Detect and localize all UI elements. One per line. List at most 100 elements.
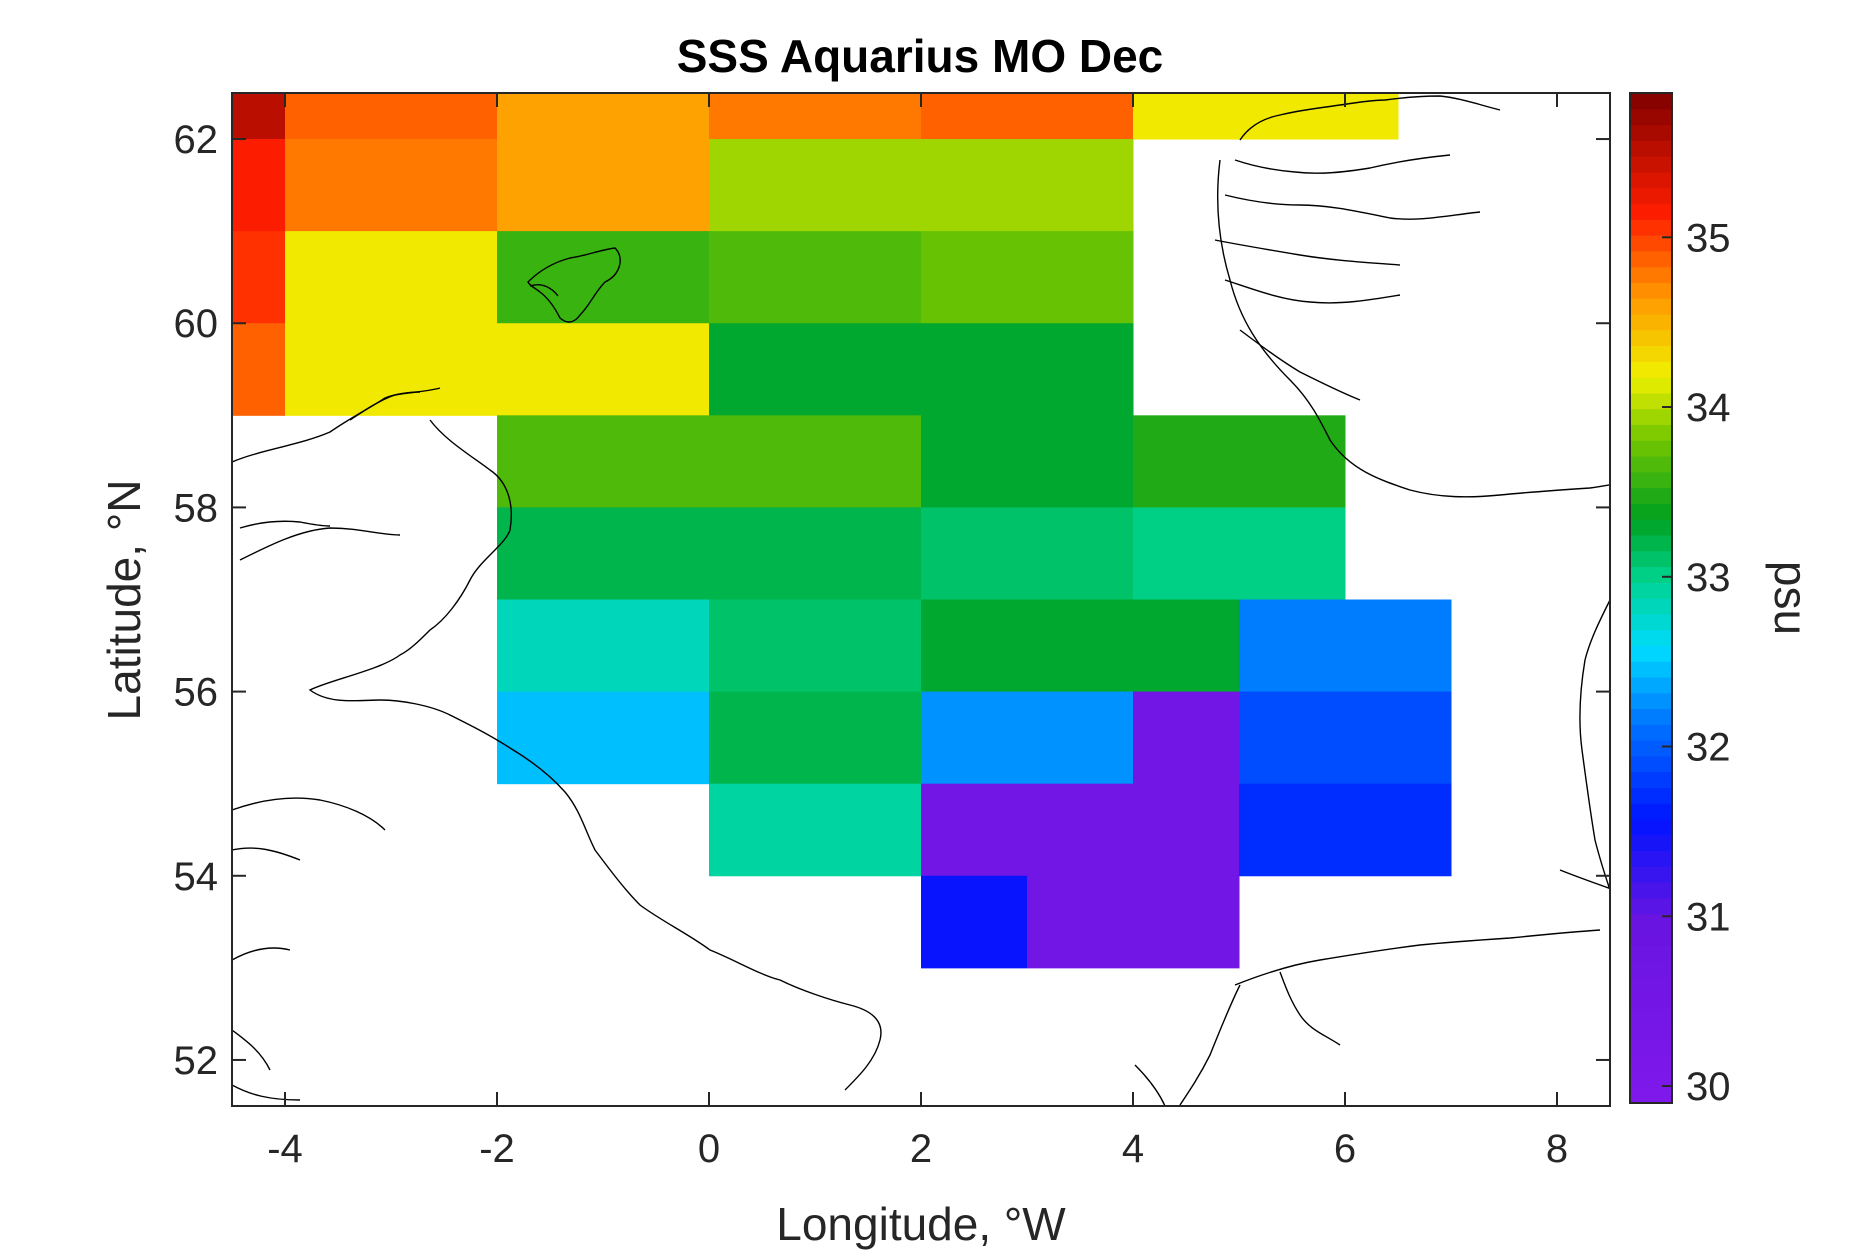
colorbar-ticks: 30 31 32 33 34 35 (1662, 216, 1731, 1109)
colorbar-level (1630, 203, 1672, 220)
colorbar-level (1630, 960, 1672, 978)
colorbar-level (1630, 250, 1672, 268)
y-tick-label: 52 (174, 1039, 219, 1083)
colorbar-level (1630, 313, 1672, 331)
colorbar-level (1630, 913, 1672, 931)
colorbar-level (1630, 329, 1672, 347)
chart-title: SSS Aquarius MO Dec (677, 30, 1164, 82)
y-axis-label: Latitude, °N (98, 480, 150, 721)
colorbar-level (1630, 818, 1672, 836)
colorbar-level (1630, 645, 1672, 662)
heatmap-cell (497, 599, 710, 693)
heatmap-cell (497, 507, 922, 600)
colorbar-level (1630, 1055, 1672, 1073)
colorbar-level (1630, 945, 1672, 962)
colorbar-levels (1630, 93, 1672, 1104)
colorbar-level (1630, 1071, 1672, 1088)
heatmap-cell (921, 783, 1240, 877)
heatmap-cell (232, 139, 286, 232)
colorbar-level (1630, 850, 1672, 867)
colorbar-level (1630, 661, 1672, 678)
colorbar-level (1630, 724, 1672, 741)
heatmap-cell (921, 93, 1134, 140)
colorbar-level (1630, 613, 1672, 631)
colorbar-level (1630, 550, 1672, 568)
heatmap-cell (709, 93, 922, 140)
colorbar-level (1630, 992, 1672, 1009)
colorbar-level (1630, 1024, 1672, 1041)
colorbar-level (1630, 929, 1672, 946)
x-axis-label: Longitude, °W (776, 1198, 1066, 1250)
heatmap-cell (709, 139, 1134, 232)
heatmap-cell (497, 93, 710, 140)
heatmap-cell (497, 231, 710, 324)
colorbar-level (1630, 124, 1672, 141)
colorbar-level (1630, 487, 1672, 504)
colorbar-level (1630, 866, 1672, 883)
colorbar-box (1629, 92, 1673, 1104)
colorbar-level (1630, 519, 1672, 536)
heatmap-cell (285, 93, 498, 140)
colorbar-level (1630, 392, 1672, 410)
y-axis: 52 54 56 58 60 62 (174, 118, 1610, 1083)
y-tick-label: 60 (174, 302, 219, 346)
colorbar-level (1630, 692, 1672, 710)
colorbar: 30 31 32 33 34 35 psu (1629, 92, 1817, 1109)
heatmap-cell (232, 93, 286, 140)
heatmap-cell (497, 415, 922, 508)
heatmap-cell (1133, 93, 1399, 140)
x-tick-label: -4 (267, 1127, 303, 1171)
x-tick-label: 4 (1122, 1127, 1144, 1171)
colorbar-level (1630, 1039, 1672, 1057)
y-tick-label: 56 (174, 671, 219, 715)
coastline-outlines (232, 95, 1610, 1106)
colorbar-level (1630, 803, 1672, 820)
heatmap-cell (921, 691, 1134, 785)
colorbar-level (1630, 440, 1672, 457)
heatmap-cell (709, 783, 922, 877)
x-axis: -4 -2 0 2 4 6 8 (267, 93, 1568, 1171)
heatmap-cell (709, 691, 922, 785)
colorbar-level (1630, 771, 1672, 788)
colorbar-level (1630, 408, 1672, 426)
colorbar-level (1630, 298, 1672, 315)
x-tick-label: 0 (698, 1127, 720, 1171)
heatmap-cell (232, 231, 286, 324)
colorbar-level (1630, 266, 1672, 283)
colorbar-level (1630, 93, 1672, 110)
colorbar-level (1630, 219, 1672, 236)
colorbar-level (1630, 424, 1672, 441)
colorbar-level (1630, 361, 1672, 378)
y-tick-label: 62 (174, 118, 219, 162)
x-tick-label: 8 (1546, 1127, 1568, 1171)
colorbar-level (1630, 740, 1672, 757)
colorbar-level (1630, 1087, 1672, 1104)
heatmap-cell (285, 231, 498, 324)
colorbar-level (1630, 345, 1672, 362)
heatmap-cell (285, 323, 710, 416)
x-tick-label: -2 (479, 1127, 515, 1171)
heatmap-cells (232, 93, 1452, 969)
heatmap-cell (1133, 691, 1240, 785)
heatmap-cell (1133, 415, 1346, 508)
heatmap-cell (1239, 783, 1452, 877)
colorbar-tick-label: 33 (1686, 556, 1731, 600)
colorbar-tick-label: 32 (1686, 726, 1731, 770)
colorbar-label: psu (1765, 561, 1817, 635)
heatmap-cell (709, 599, 922, 693)
colorbar-level (1630, 171, 1672, 189)
colorbar-level (1630, 598, 1672, 615)
heatmap-cell (1239, 691, 1452, 785)
colorbar-level (1630, 108, 1672, 126)
heatmap-cell (1133, 507, 1346, 600)
colorbar-level (1630, 377, 1672, 394)
heatmap-cell (497, 139, 710, 232)
plot-area: -4 -2 0 2 4 6 8 52 54 56 58 60 62 (174, 92, 1611, 1171)
heatmap-cell (921, 599, 1240, 693)
heatmap-cell (709, 323, 1134, 416)
heatmap-cell (921, 231, 1134, 324)
heatmap-cell (921, 415, 1134, 508)
colorbar-level (1630, 534, 1672, 552)
heatmap-cell (1239, 599, 1452, 693)
